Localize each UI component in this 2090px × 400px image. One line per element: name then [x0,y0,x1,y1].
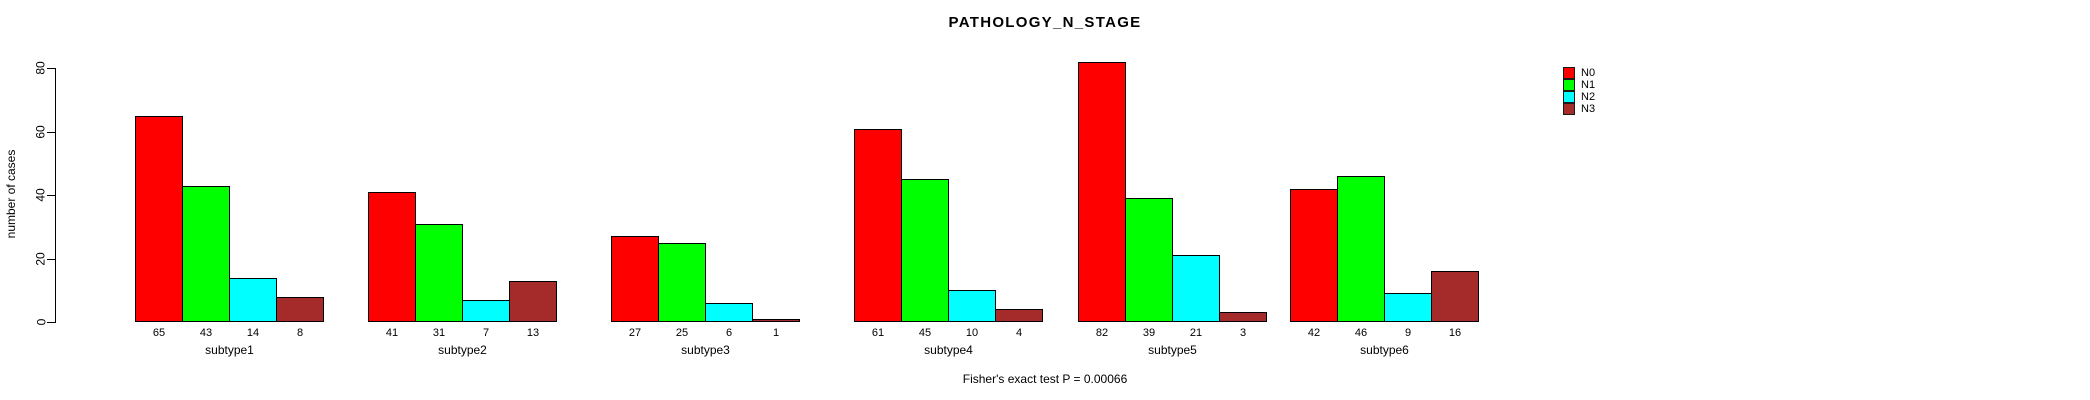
legend-label-N1: N1 [1581,79,1596,91]
y-tick-label: 20 [30,248,52,270]
bar-subtype6-N2 [1384,293,1432,322]
y-tick-label: 80 [30,57,52,79]
bar-subtype2-N0 [368,192,416,322]
x-category-label-subtype2: subtype2 [438,343,487,357]
bar-value-label: 6 [725,327,733,339]
bar-subtype5-N2 [1172,255,1220,322]
y-tick-mark [47,259,55,260]
legend-swatch-N1 [1563,79,1575,91]
bar-value-label: 46 [1354,327,1368,339]
x-category-label-subtype4: subtype4 [924,343,973,357]
bar-value-label: 13 [526,327,540,339]
y-tick-mark [47,68,55,69]
bar-value-label: 82 [1095,327,1109,339]
y-tick-label-text: 40 [33,188,48,202]
bar-value-label: 21 [1189,327,1203,339]
bar-value-label: 41 [385,327,399,339]
x-category-label-subtype1: subtype1 [205,343,254,357]
chart-title: PATHOLOGY_N_STAGE [948,14,1142,31]
bar-value-label: 1 [772,327,780,339]
bar-value-label: 27 [628,327,642,339]
y-tick-mark [47,132,55,133]
y-tick-label-text: 80 [33,61,48,75]
x-category-label-subtype6: subtype6 [1360,343,1409,357]
bar-subtype4-N0 [854,129,902,322]
footnote: Fisher's exact test P = 0.00066 [962,372,1128,386]
y-tick-label-text: 20 [33,252,48,266]
bar-value-label: 8 [296,327,304,339]
bar-subtype1-N1 [182,186,230,322]
bar-value-label: 43 [199,327,213,339]
legend-label-N0: N0 [1581,67,1596,79]
bar-subtype5-N0 [1078,62,1126,322]
bar-value-label: 16 [1448,327,1462,339]
bar-subtype4-N3 [995,309,1043,322]
bar-subtype3-N2 [705,303,753,322]
y-tick-label: 0 [30,311,52,333]
bar-subtype2-N3 [509,281,557,322]
bar-value-label: 39 [1142,327,1156,339]
legend-swatch-N0 [1563,67,1575,79]
x-category-label-subtype3: subtype3 [681,343,730,357]
bar-subtype6-N0 [1290,189,1338,322]
y-tick-mark [47,322,55,323]
bar-subtype6-N3 [1431,271,1479,322]
bar-value-label: 7 [482,327,490,339]
y-tick-label-text: 0 [34,318,48,326]
bar-value-label: 9 [1404,327,1412,339]
bar-subtype3-N1 [658,243,706,322]
bar-subtype4-N1 [901,179,949,322]
bar-subtype1-N0 [135,116,183,322]
y-tick-label-text: 60 [33,125,48,139]
bar-subtype1-N2 [229,278,277,322]
bar-subtype3-N3 [752,319,800,322]
y-tick-label: 40 [30,184,52,206]
bar-value-label: 14 [246,327,260,339]
y-axis-line [55,68,56,323]
legend-label-N2: N2 [1581,91,1596,103]
bar-subtype2-N2 [462,300,510,322]
bar-subtype3-N0 [611,236,659,322]
bar-value-label: 4 [1015,327,1023,339]
y-tick-mark [47,195,55,196]
legend-swatch-N3 [1563,103,1575,115]
bar-value-label: 3 [1239,327,1247,339]
bar-subtype2-N1 [415,224,463,322]
y-axis-title: number of cases [4,149,18,239]
legend-swatch-N2 [1563,91,1575,103]
bar-value-label: 61 [871,327,885,339]
bar-value-label: 25 [675,327,689,339]
bar-subtype5-N1 [1125,198,1173,322]
bar-value-label: 45 [918,327,932,339]
bar-value-label: 10 [965,327,979,339]
legend-label-N3: N3 [1581,103,1596,115]
bar-subtype1-N3 [276,297,324,322]
y-tick-label: 60 [30,121,52,143]
bar-value-label: 65 [152,327,166,339]
bar-value-label: 31 [432,327,446,339]
bar-subtype4-N2 [948,290,996,322]
bar-subtype5-N3 [1219,312,1267,322]
bar-subtype6-N1 [1337,176,1385,322]
x-category-label-subtype5: subtype5 [1148,343,1197,357]
bar-value-label: 42 [1307,327,1321,339]
